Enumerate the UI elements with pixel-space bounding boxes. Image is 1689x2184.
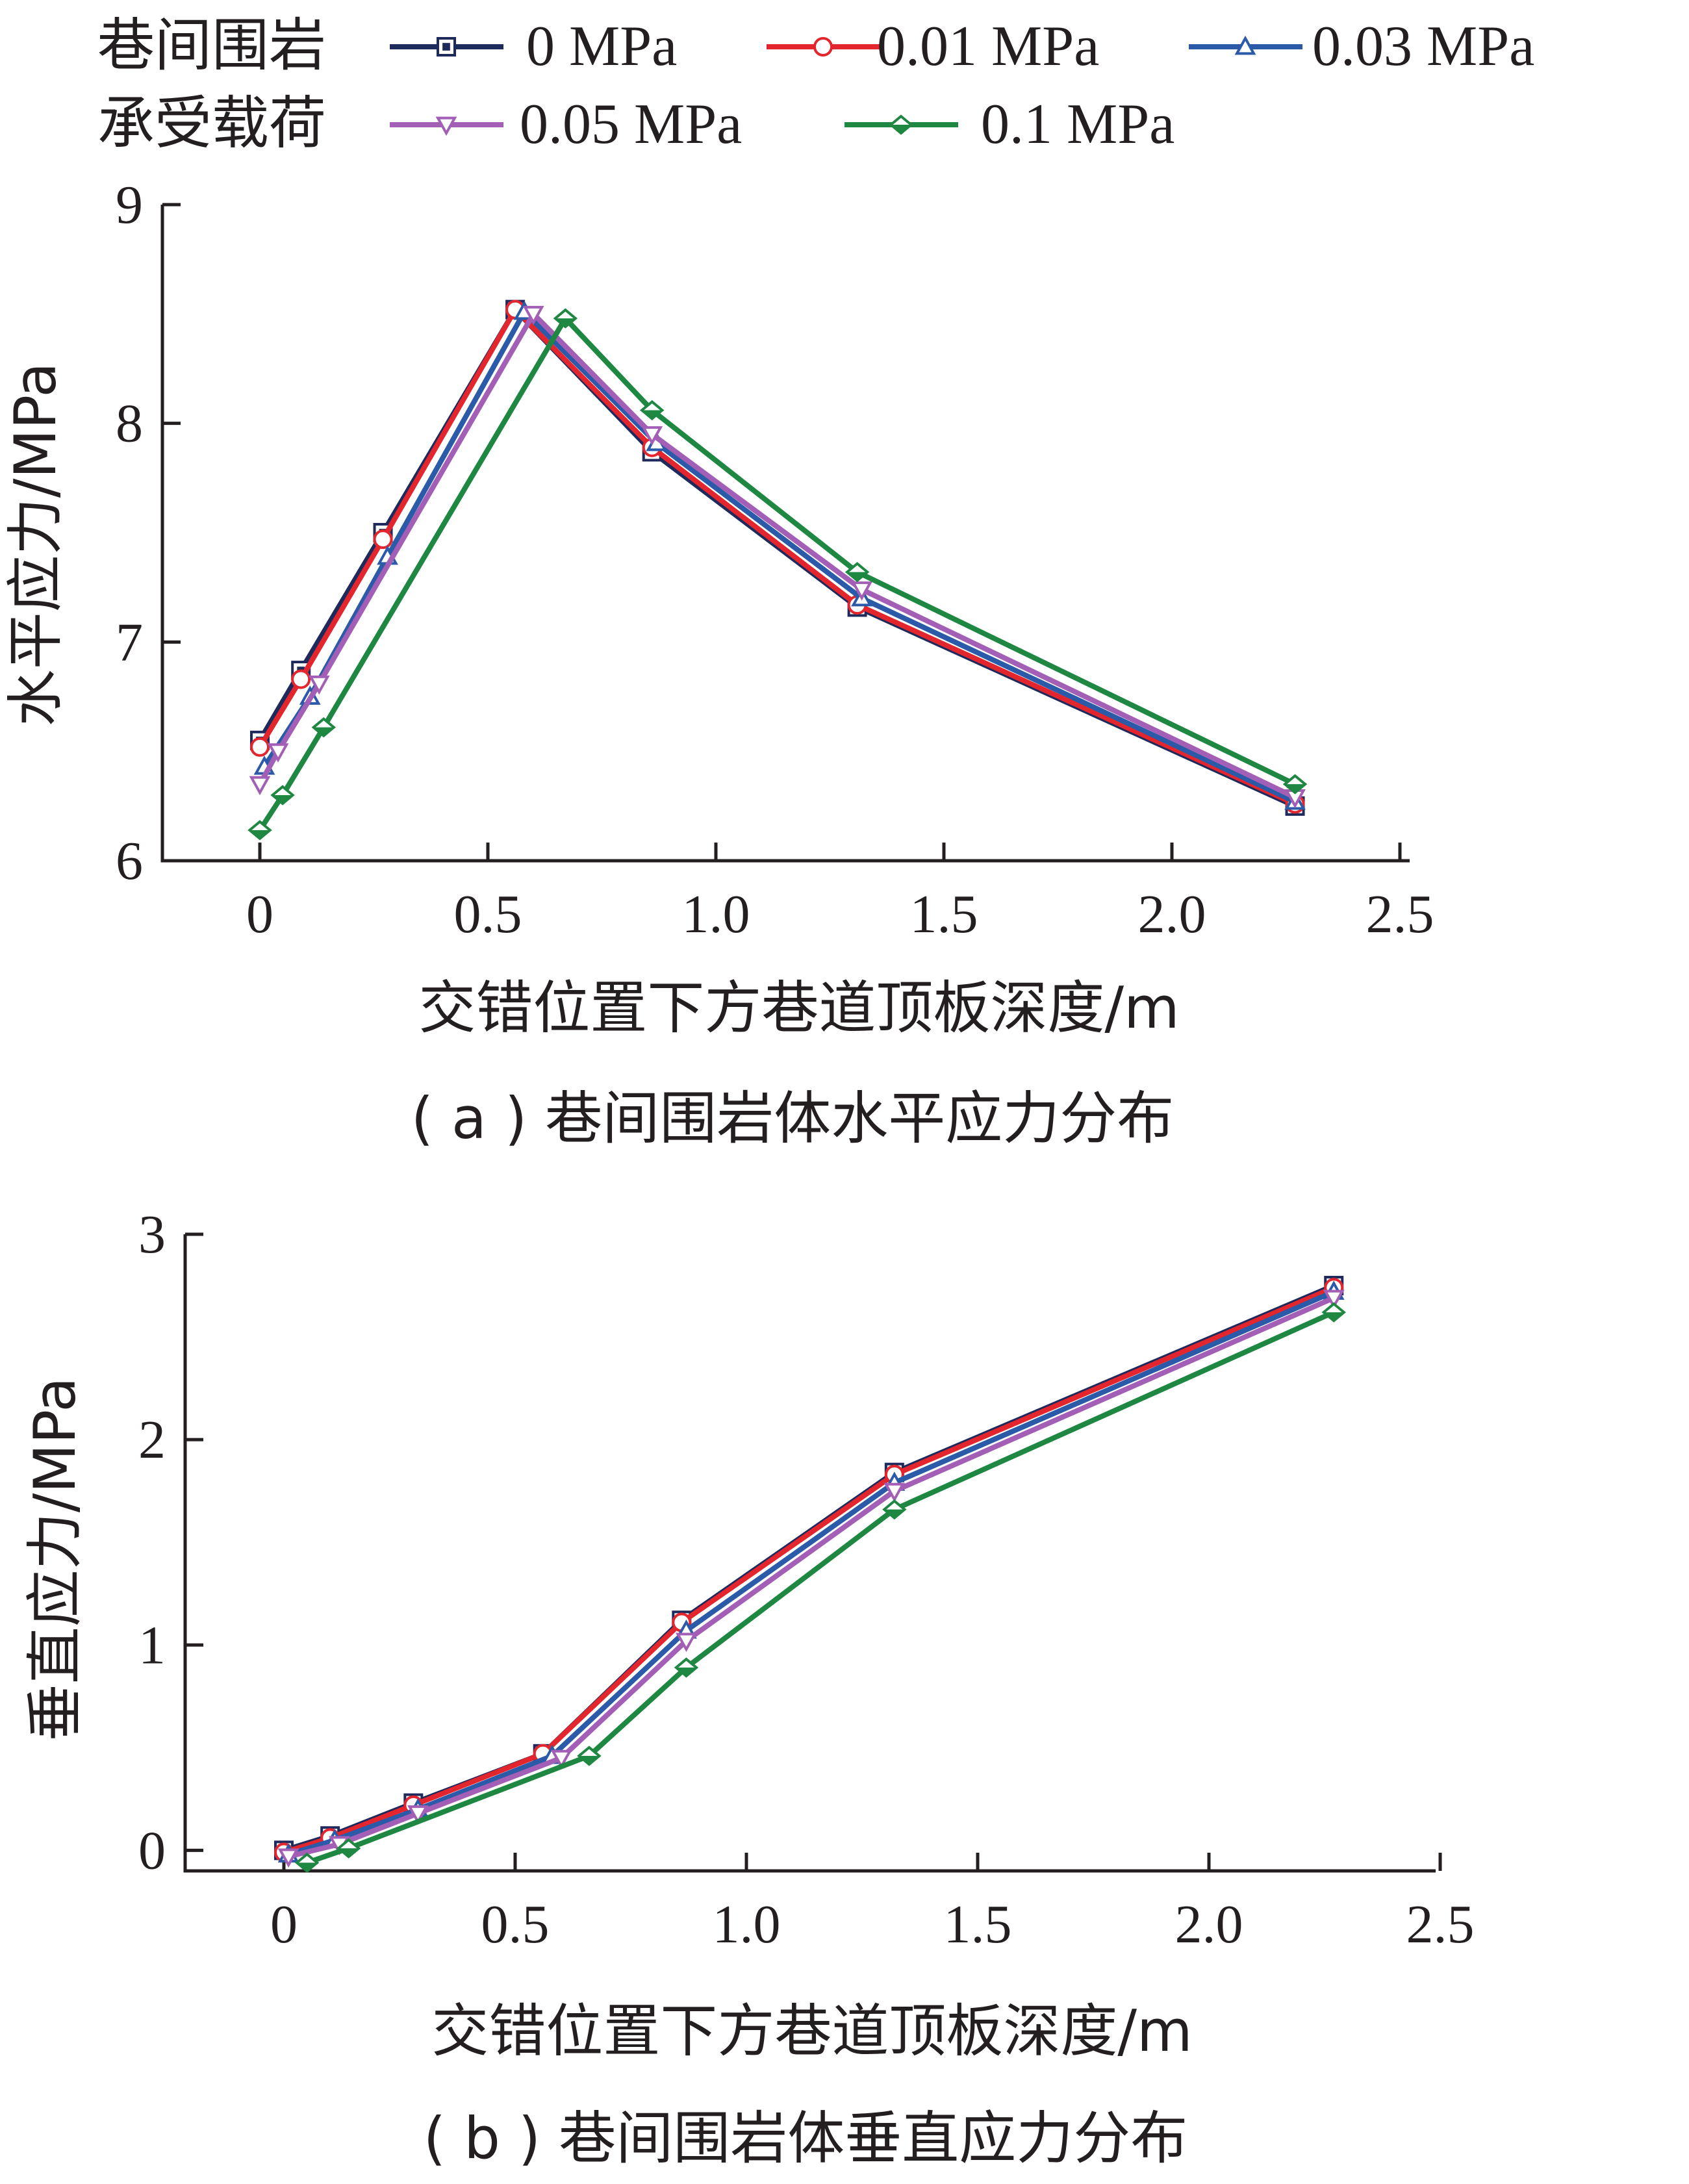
data-point [1282,774,1308,794]
x-tick-label: 1.5 [910,884,978,945]
series-line-3 [249,305,1306,809]
caption-a: ( a ) 巷间围岩体水平应力分布 [411,1085,1175,1152]
series-line-4 [294,1302,1346,1873]
y-tick-label: 0 [138,1820,166,1881]
series-line-3 [277,1289,1345,1868]
legend-marker [813,37,833,57]
x-axis-title-b: 交错位置下方巷道顶板深度/m [431,1998,1192,2064]
data-point [674,1657,699,1678]
y-tick-label: 9 [116,175,143,235]
chart-vertical-stress: 0 1 2 3 0 0.5 1.0 1.5 2.0 2.5 垂直应力/MPa 交错位置下方巷道顶板… [21,1204,1475,2172]
series-path [257,311,1297,800]
data-point [553,308,578,329]
legend-entry-1: 0.01 MPa [767,15,1099,78]
series-line-4 [248,308,1308,841]
x-tick-label: 1.0 [682,884,750,945]
data-point [277,1848,299,1868]
legend-marker [889,114,913,135]
legend-title-line1: 巷间围岩 [97,12,326,79]
data-point [373,529,393,550]
data-point [851,581,873,601]
legend-title-line2: 承受载荷 [97,90,326,157]
data-point [291,669,311,689]
data-point [639,400,665,421]
series-b [274,1276,1346,1873]
data-point [308,675,330,695]
axes-a: 6 7 8 9 0 0.5 1.0 1.5 2.0 2.5 [116,175,1434,945]
data-point [267,743,289,763]
axis-frame [183,1234,1436,1873]
data-point [882,1499,907,1520]
y-axis-title-a: 水平应力/MPa [2,362,69,727]
series-path [283,1285,1335,1855]
y-tick-label: 2 [138,1410,166,1470]
legend-entry-0: 0 MPa [390,15,677,78]
y-tick-label: 3 [138,1204,166,1265]
legend-marker [435,116,457,136]
axes-b: 0 1 2 3 0 0.5 1.0 1.5 2.0 2.5 [138,1204,1475,1955]
y-axis-title-b: 垂直应力/MPa [21,1377,88,1742]
data-point [311,717,337,738]
legend-entry-3: 0.05 MPa [390,93,742,156]
series-a [248,299,1308,841]
data-point [294,1852,320,1873]
caption-b: ( b ) 巷间围岩体垂直应力分布 [424,2105,1187,2172]
y-tick-label: 7 [116,612,143,672]
data-point [336,1838,361,1859]
series-path [306,1310,1335,1866]
x-tick-label: 2.5 [1406,1894,1475,1955]
data-point [1321,1302,1346,1323]
y-tick-label: 1 [138,1615,166,1675]
x-tick-label: 2.5 [1366,884,1434,945]
legend-marker [437,37,456,57]
data-point [250,737,270,757]
legend-entry-2: 0.03 MPa [1189,15,1534,78]
data-point [1323,1289,1345,1310]
x-tick-label: 0 [246,884,273,945]
y-tick-label: 6 [116,831,143,891]
data-point [270,785,295,806]
data-point [676,1632,697,1653]
data-point [522,305,544,325]
data-point [883,1482,906,1503]
x-tick-label: 1.0 [713,1894,781,1955]
x-tick-label: 2.0 [1175,1894,1243,1955]
data-point [844,561,870,583]
legend-label: 0.01 MPa [877,15,1099,78]
data-point [248,820,272,841]
series-path [262,309,1297,804]
legend-entry-4: 0.1 MPa [844,93,1175,156]
legend-label: 0.03 MPa [1312,15,1534,78]
x-axis-title-a: 交错位置下方巷道顶板深度/m [418,974,1179,1041]
data-point [577,1746,602,1766]
data-point [550,1749,572,1770]
series-line-2 [253,300,1306,810]
x-tick-label: 0.5 [454,884,522,945]
series-path [283,1283,1335,1853]
data-point [641,426,663,446]
y-tick-label: 8 [116,394,143,454]
series-path [257,316,1297,832]
chart-horizontal-stress: 6 7 8 9 0 0.5 1.0 1.5 2.0 2.5 水平应力/MPa 交错位置下方巷道顶板… [2,175,1434,1152]
legend-label: 0.05 MPa [520,93,742,156]
data-point [249,776,271,796]
x-tick-label: 0.5 [481,1894,550,1955]
data-point [407,1805,429,1825]
legend-marker [1234,35,1256,55]
legend-items: 0 MPa 0.01 MPa 0.03 MPa 0.05 MPa 0.1 MPa [390,15,1534,156]
legend-label: 0 MPa [526,15,677,78]
series-line-1 [250,299,1305,814]
x-tick-label: 0 [270,1894,298,1955]
x-tick-label: 1.5 [944,1894,1012,1955]
x-tick-label: 2.0 [1138,884,1206,945]
legend-label: 0.1 MPa [981,93,1175,156]
